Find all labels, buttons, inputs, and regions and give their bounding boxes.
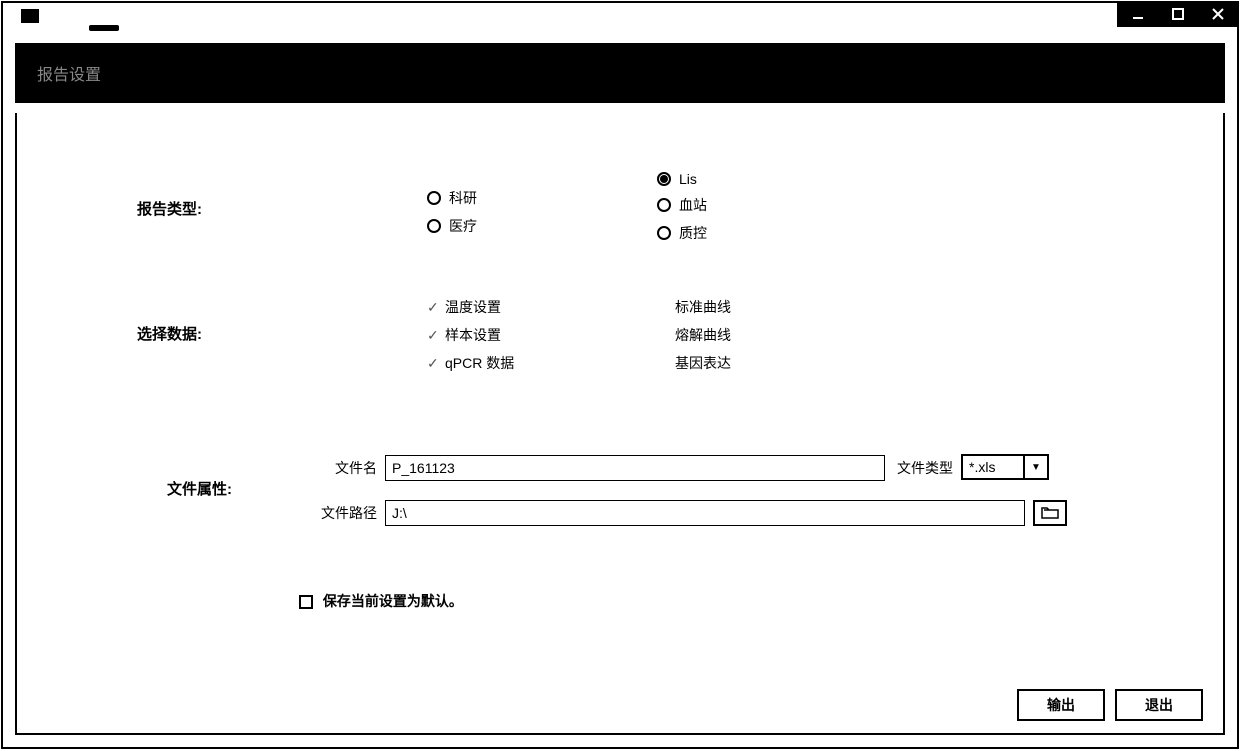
check-icon: ✓ (427, 321, 445, 349)
app-icon (21, 9, 39, 23)
radio-icon (427, 191, 441, 205)
check-label: qPCR 数据 (445, 349, 514, 377)
filepath-input[interactable] (385, 500, 1025, 526)
header-title: 报告设置 (37, 61, 101, 85)
radio-lis[interactable]: Lis (657, 171, 707, 187)
file-props-label: 文件属性: (167, 478, 232, 499)
minimize-button[interactable] (1117, 1, 1159, 27)
check-temp[interactable]: ✓ 温度设置 (427, 293, 514, 321)
radio-icon (427, 219, 441, 233)
check-stdcurve[interactable]: 标准曲线 (657, 293, 731, 321)
check-label: 温度设置 (445, 293, 501, 321)
filetype-label: 文件类型 (893, 458, 953, 478)
radio-label: Lis (679, 171, 697, 187)
check-label: 基因表达 (675, 349, 731, 377)
filetype-value: *.xls (961, 454, 1025, 480)
folder-icon (1041, 505, 1059, 522)
radio-label: 科研 (449, 188, 477, 208)
check-meltcurve[interactable]: 熔解曲线 (657, 321, 731, 349)
radio-xuezhan[interactable]: 血站 (657, 195, 707, 215)
filetype-dropdown[interactable]: *.xls ▼ (961, 454, 1049, 480)
radio-label: 血站 (679, 195, 707, 215)
maximize-button[interactable] (1157, 1, 1199, 27)
check-icon (657, 349, 675, 377)
select-data-label: 选择数据: (137, 323, 202, 344)
radio-icon (657, 226, 671, 240)
radio-icon (657, 198, 671, 212)
radio-zhikong[interactable]: 质控 (657, 223, 707, 243)
radio-label: 质控 (679, 223, 707, 243)
content-area: 报告类型: 科研 医疗 Lis 血站 质控 (15, 113, 1225, 735)
report-type-group-right: Lis 血站 质控 (657, 171, 707, 251)
check-label: 样本设置 (445, 321, 501, 349)
select-data-left: ✓ 温度设置 ✓ 样本设置 ✓ qPCR 数据 (427, 293, 514, 377)
save-default-label: 保存当前设置为默认。 (323, 593, 463, 609)
select-data-right: 标准曲线 熔解曲线 基因表达 (657, 293, 731, 377)
radio-icon (657, 172, 671, 186)
app-icon-accent (89, 25, 119, 31)
export-button[interactable]: 输出 (1017, 689, 1105, 721)
save-default-option[interactable]: 保存当前设置为默认。 (299, 591, 463, 611)
browse-button[interactable] (1033, 500, 1067, 526)
check-label: 标准曲线 (675, 293, 731, 321)
check-icon: ✓ (427, 293, 445, 321)
check-icon: ✓ (427, 349, 445, 377)
main-window: 报告设置 报告类型: 科研 医疗 Lis 血站 (1, 1, 1239, 749)
report-type-group-left: 科研 医疗 (427, 188, 477, 244)
radio-keyan[interactable]: 科研 (427, 188, 477, 208)
filepath-label: 文件路径 (317, 503, 377, 523)
check-icon (657, 293, 675, 321)
radio-label: 医疗 (449, 216, 477, 236)
filename-input[interactable] (385, 455, 885, 481)
window-controls (1119, 1, 1239, 27)
filename-label: 文件名 (317, 458, 377, 478)
radio-yiliao[interactable]: 医疗 (427, 216, 477, 236)
footer-buttons: 输出 退出 (1017, 689, 1203, 721)
exit-button[interactable]: 退出 (1115, 689, 1203, 721)
dropdown-arrow-icon[interactable]: ▼ (1025, 454, 1049, 480)
close-button[interactable] (1197, 1, 1239, 27)
check-icon (657, 321, 675, 349)
header-bar: 报告设置 (15, 43, 1225, 103)
report-type-label: 报告类型: (137, 198, 202, 219)
check-sample[interactable]: ✓ 样本设置 (427, 321, 514, 349)
check-geneexpr[interactable]: 基因表达 (657, 349, 731, 377)
check-qpcr[interactable]: ✓ qPCR 数据 (427, 349, 514, 377)
checkbox-icon (299, 595, 313, 609)
check-label: 熔解曲线 (675, 321, 731, 349)
